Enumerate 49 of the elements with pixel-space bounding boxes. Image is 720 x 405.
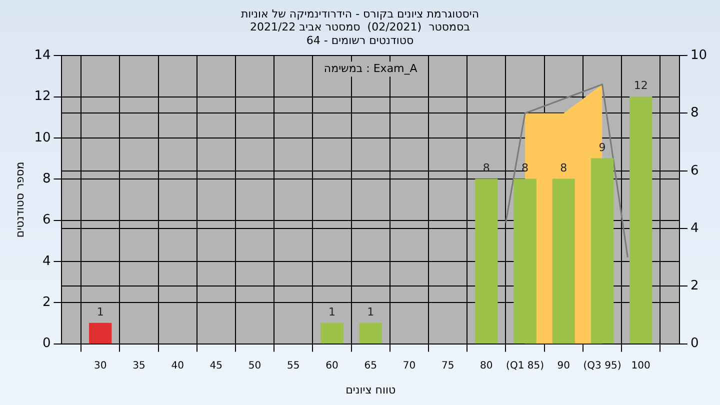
bar: [89, 322, 112, 344]
chart-subtitle: בסמסטר (02/2021) סמסטר אביב 2021/22 סטודנטים רשומים - 64: [250, 20, 470, 47]
annotation: במשימה : Exam_A: [324, 62, 418, 75]
chart-title: היסטוגרמת ציונים בקורס - הידרודינמיקה של אוניות: [240, 7, 480, 20]
x-tick-label: 55: [287, 360, 300, 372]
x-tick-label: 70: [402, 360, 416, 372]
x-tick-label: 100: [631, 360, 650, 372]
y-tick-label: 0: [42, 336, 51, 352]
x-axis-title: טווח ציונים: [346, 383, 396, 396]
y2-tick-label: 8: [690, 106, 699, 121]
data-label: 8: [522, 161, 529, 174]
bar: [475, 178, 498, 344]
bar: [320, 322, 344, 344]
y-tick-label: 6: [42, 212, 51, 228]
bar: [359, 322, 382, 344]
x-tick-label: 40: [171, 360, 184, 372]
data-label: 1: [96, 306, 104, 319]
y2-tick-label: 0: [690, 336, 699, 352]
x-tick-label: 30: [94, 360, 107, 372]
y2-tick-label: 6: [690, 163, 699, 178]
x-tick-label: (Q3 95): [583, 360, 622, 372]
y-tick-label: 14: [34, 48, 51, 63]
data-label: 12: [634, 79, 648, 92]
x-tick-label: (Q1 85): [506, 360, 544, 372]
x-tick-label: 45: [210, 360, 223, 372]
data-label: 9: [598, 140, 606, 154]
bar: [630, 96, 652, 344]
y2-tick-label: 10: [690, 48, 708, 63]
x-tick-label: 60: [326, 360, 338, 372]
bar: [514, 178, 536, 344]
x-tick-label: 50: [248, 360, 262, 372]
y-tick-label: 2: [42, 295, 51, 310]
y-tick-label: 8: [42, 171, 51, 186]
bar: [552, 178, 575, 344]
y-tick-label: 12: [34, 89, 51, 104]
bar: [590, 158, 614, 344]
x-tick-label: 80: [480, 360, 493, 372]
y-tick-label: 10: [34, 130, 51, 146]
y2-tick-label: 2: [690, 278, 699, 294]
data-label: 1: [367, 306, 374, 319]
data-label: 1: [328, 306, 336, 319]
y-tick-label: 4: [42, 254, 51, 269]
y-axis-title: מספר סטודנטים: [13, 162, 26, 238]
data-label: 8: [560, 161, 568, 174]
x-tick-label: 65: [364, 360, 377, 372]
x-tick-label: 75: [441, 360, 454, 372]
y2-tick-label: 4: [690, 220, 699, 236]
x-tick-label: 35: [132, 360, 146, 372]
x-tick-label: 90: [557, 360, 570, 372]
